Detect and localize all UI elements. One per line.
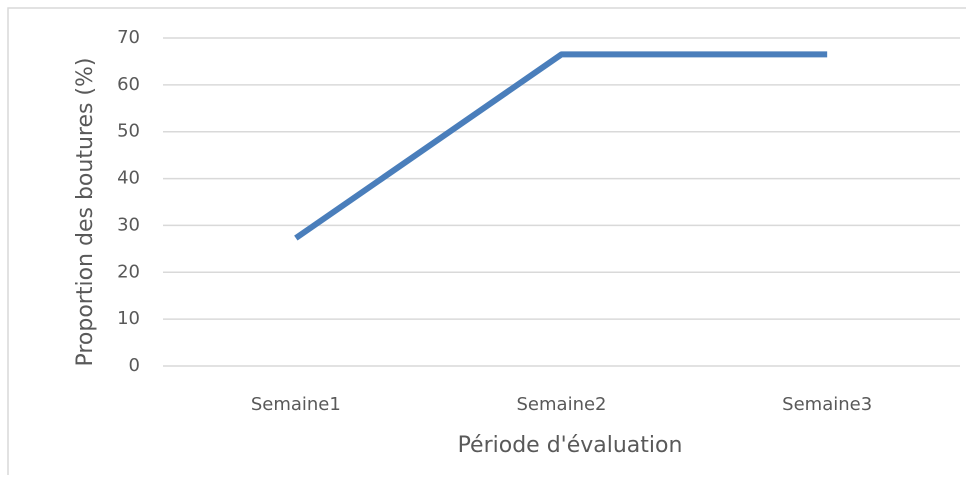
y-axis-title: Proportion des boutures (%) [73, 57, 98, 366]
y-tick-label: 60 [117, 74, 140, 95]
y-tick-label: 50 [117, 121, 140, 142]
y-tick-label: 30 [117, 214, 140, 235]
y-tick-label: 10 [117, 308, 140, 329]
x-axis-title: Période d'évaluation [458, 433, 683, 458]
y-tick-label: 70 [117, 27, 140, 48]
line-series [294, 51, 828, 241]
y-tick-label: 40 [117, 168, 140, 189]
x-tick-label: Semaine3 [782, 394, 872, 415]
x-tick-label: Semaine1 [251, 394, 341, 415]
y-tick-label: 0 [129, 355, 140, 376]
y-tick-label: 20 [117, 261, 140, 282]
chart-border [7, 7, 966, 479]
x-tick-label: Semaine2 [517, 394, 607, 415]
